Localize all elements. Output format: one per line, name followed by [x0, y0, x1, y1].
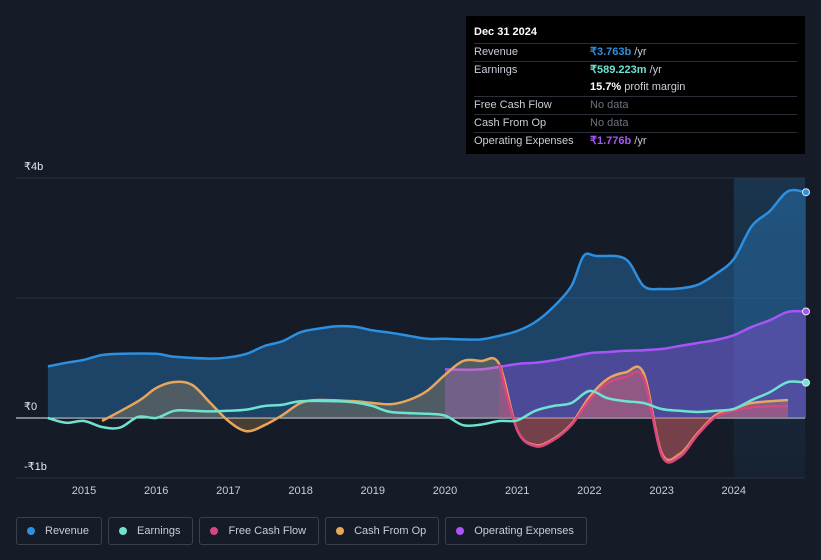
- tooltip-value: 15.7% profit margin: [590, 81, 686, 93]
- free-cash-flow-line: [497, 363, 789, 464]
- chart-legend: Revenue Earnings Free Cash Flow Cash From O…: [16, 517, 587, 545]
- tooltip-unit: /yr: [631, 46, 647, 58]
- legend-label: Operating Expenses: [474, 525, 574, 537]
- tooltip-row: Revenue ₹3.763b /yr: [474, 43, 797, 61]
- legend-label: Revenue: [45, 525, 90, 537]
- x-tick-label: 2015: [71, 485, 97, 497]
- x-tick-label: 2019: [360, 485, 386, 497]
- tooltip-value: No data: [590, 99, 629, 111]
- x-tick-label: 2020: [432, 485, 458, 497]
- x-tick-label: 2017: [216, 485, 241, 497]
- tooltip-label: Earnings: [474, 64, 518, 76]
- y-tick-label: -₹1b: [24, 461, 47, 473]
- y-tick-label: ₹0: [24, 401, 38, 413]
- revenue-line: [47, 188, 807, 368]
- legend-item-free-cash-flow[interactable]: Free Cash Flow: [199, 517, 320, 545]
- x-tick-label: 2022: [577, 485, 602, 497]
- hover-tooltip: Dec 31 2024 Revenue ₹3.763b /yr Earnings ₹5…: [466, 16, 805, 154]
- tooltip-label: [474, 79, 590, 96]
- legend-item-operating-expenses[interactable]: Operating Expenses: [445, 517, 587, 545]
- highlight-region: [733, 178, 805, 478]
- x-tick-label: 2021: [504, 485, 530, 497]
- tooltip-row: Cash From Op No data: [474, 114, 797, 132]
- legend-dot-icon: [336, 527, 345, 535]
- tooltip-value: ₹1.776b /yr: [590, 135, 647, 147]
- cash-from-op-area: [102, 358, 788, 461]
- legend-label: Earnings: [137, 525, 181, 537]
- tooltip-label: Free Cash Flow: [474, 99, 552, 111]
- marker-layer: [802, 188, 810, 387]
- grid-layer: [16, 177, 805, 479]
- series-layer: [47, 188, 807, 464]
- tooltip-value: ₹3.763b /yr: [590, 46, 647, 58]
- tooltip-row: 15.7% profit margin: [474, 79, 797, 96]
- earnings-end-marker: [802, 378, 810, 387]
- x-tick-label: 2024: [721, 485, 747, 497]
- legend-label: Cash From Op: [354, 525, 427, 537]
- operating-expenses-area: [445, 311, 806, 418]
- tooltip-unit: profit margin: [621, 81, 686, 93]
- earnings-line: [47, 380, 807, 430]
- tooltip-row: Free Cash Flow No data: [474, 96, 797, 114]
- legend-item-cash-from-op[interactable]: Cash From Op: [325, 517, 440, 545]
- x-tick-label: 2016: [143, 485, 169, 497]
- tooltip-row: Earnings ₹589.223m /yr: [474, 61, 797, 79]
- legend-dot-icon: [27, 527, 35, 535]
- free-cash-flow-area: [499, 364, 788, 463]
- tooltip-row: Operating Expenses ₹1.776b /yr: [474, 132, 797, 150]
- operating-expenses-end-marker: [802, 307, 810, 316]
- tooltip-label: Operating Expenses: [474, 135, 574, 147]
- legend-dot-icon: [210, 527, 219, 535]
- operating-expenses-line: [444, 309, 807, 372]
- legend-dot-icon: [456, 527, 465, 535]
- legend-label: Free Cash Flow: [228, 525, 307, 537]
- legend-item-earnings[interactable]: Earnings: [108, 517, 194, 545]
- tooltip-label: Cash From Op: [474, 117, 547, 129]
- tooltip-unit: /yr: [646, 64, 662, 76]
- tooltip-value: ₹589.223m /yr: [590, 64, 662, 76]
- x-tick-label: 2023: [649, 485, 674, 497]
- legend-dot-icon: [119, 527, 128, 535]
- tooltip-rows: Revenue ₹3.763b /yr Earnings ₹589.223m /yr 1…: [474, 43, 797, 150]
- y-tick-label: ₹4b: [24, 161, 44, 173]
- tooltip-date: Dec 31 2024: [474, 26, 537, 38]
- legend-item-revenue[interactable]: Revenue: [16, 517, 103, 545]
- x-tick-label: 2018: [288, 485, 313, 497]
- tooltip-unit: /yr: [631, 135, 647, 147]
- tooltip-label: Revenue: [474, 46, 519, 58]
- revenue-end-marker: [802, 188, 810, 197]
- tooltip-value: No data: [590, 117, 629, 129]
- revenue-area: [47, 190, 806, 418]
